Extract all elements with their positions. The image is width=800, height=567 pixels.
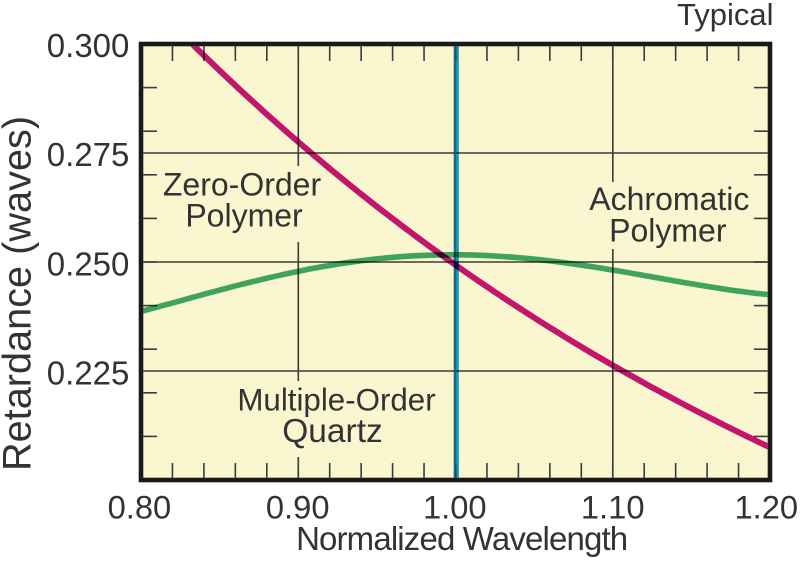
svg-text:0.80: 0.80 (108, 489, 172, 526)
svg-text:Normalized Wavelength: Normalized Wavelength (296, 520, 627, 557)
svg-text:1.20: 1.20 (734, 489, 798, 526)
svg-text:1.10: 1.10 (581, 489, 645, 526)
svg-text:0.90: 0.90 (266, 489, 330, 526)
svg-text:Typical: Typical (677, 0, 773, 32)
svg-text:Zero-Order: Zero-Order (163, 167, 322, 203)
svg-text:0.275: 0.275 (47, 136, 130, 173)
svg-text:Achromatic: Achromatic (589, 181, 749, 217)
svg-text:Polymer: Polymer (185, 198, 303, 234)
svg-text:0.300: 0.300 (47, 27, 130, 64)
svg-text:Quartz: Quartz (282, 413, 383, 450)
svg-text:1.00: 1.00 (423, 489, 487, 526)
svg-text:0.225: 0.225 (47, 354, 130, 391)
svg-text:Polymer: Polymer (609, 212, 727, 248)
svg-text:Retardance (waves): Retardance (waves) (0, 116, 40, 471)
svg-text:Multiple-Order: Multiple-Order (237, 383, 435, 418)
svg-text:0.250: 0.250 (47, 245, 130, 282)
